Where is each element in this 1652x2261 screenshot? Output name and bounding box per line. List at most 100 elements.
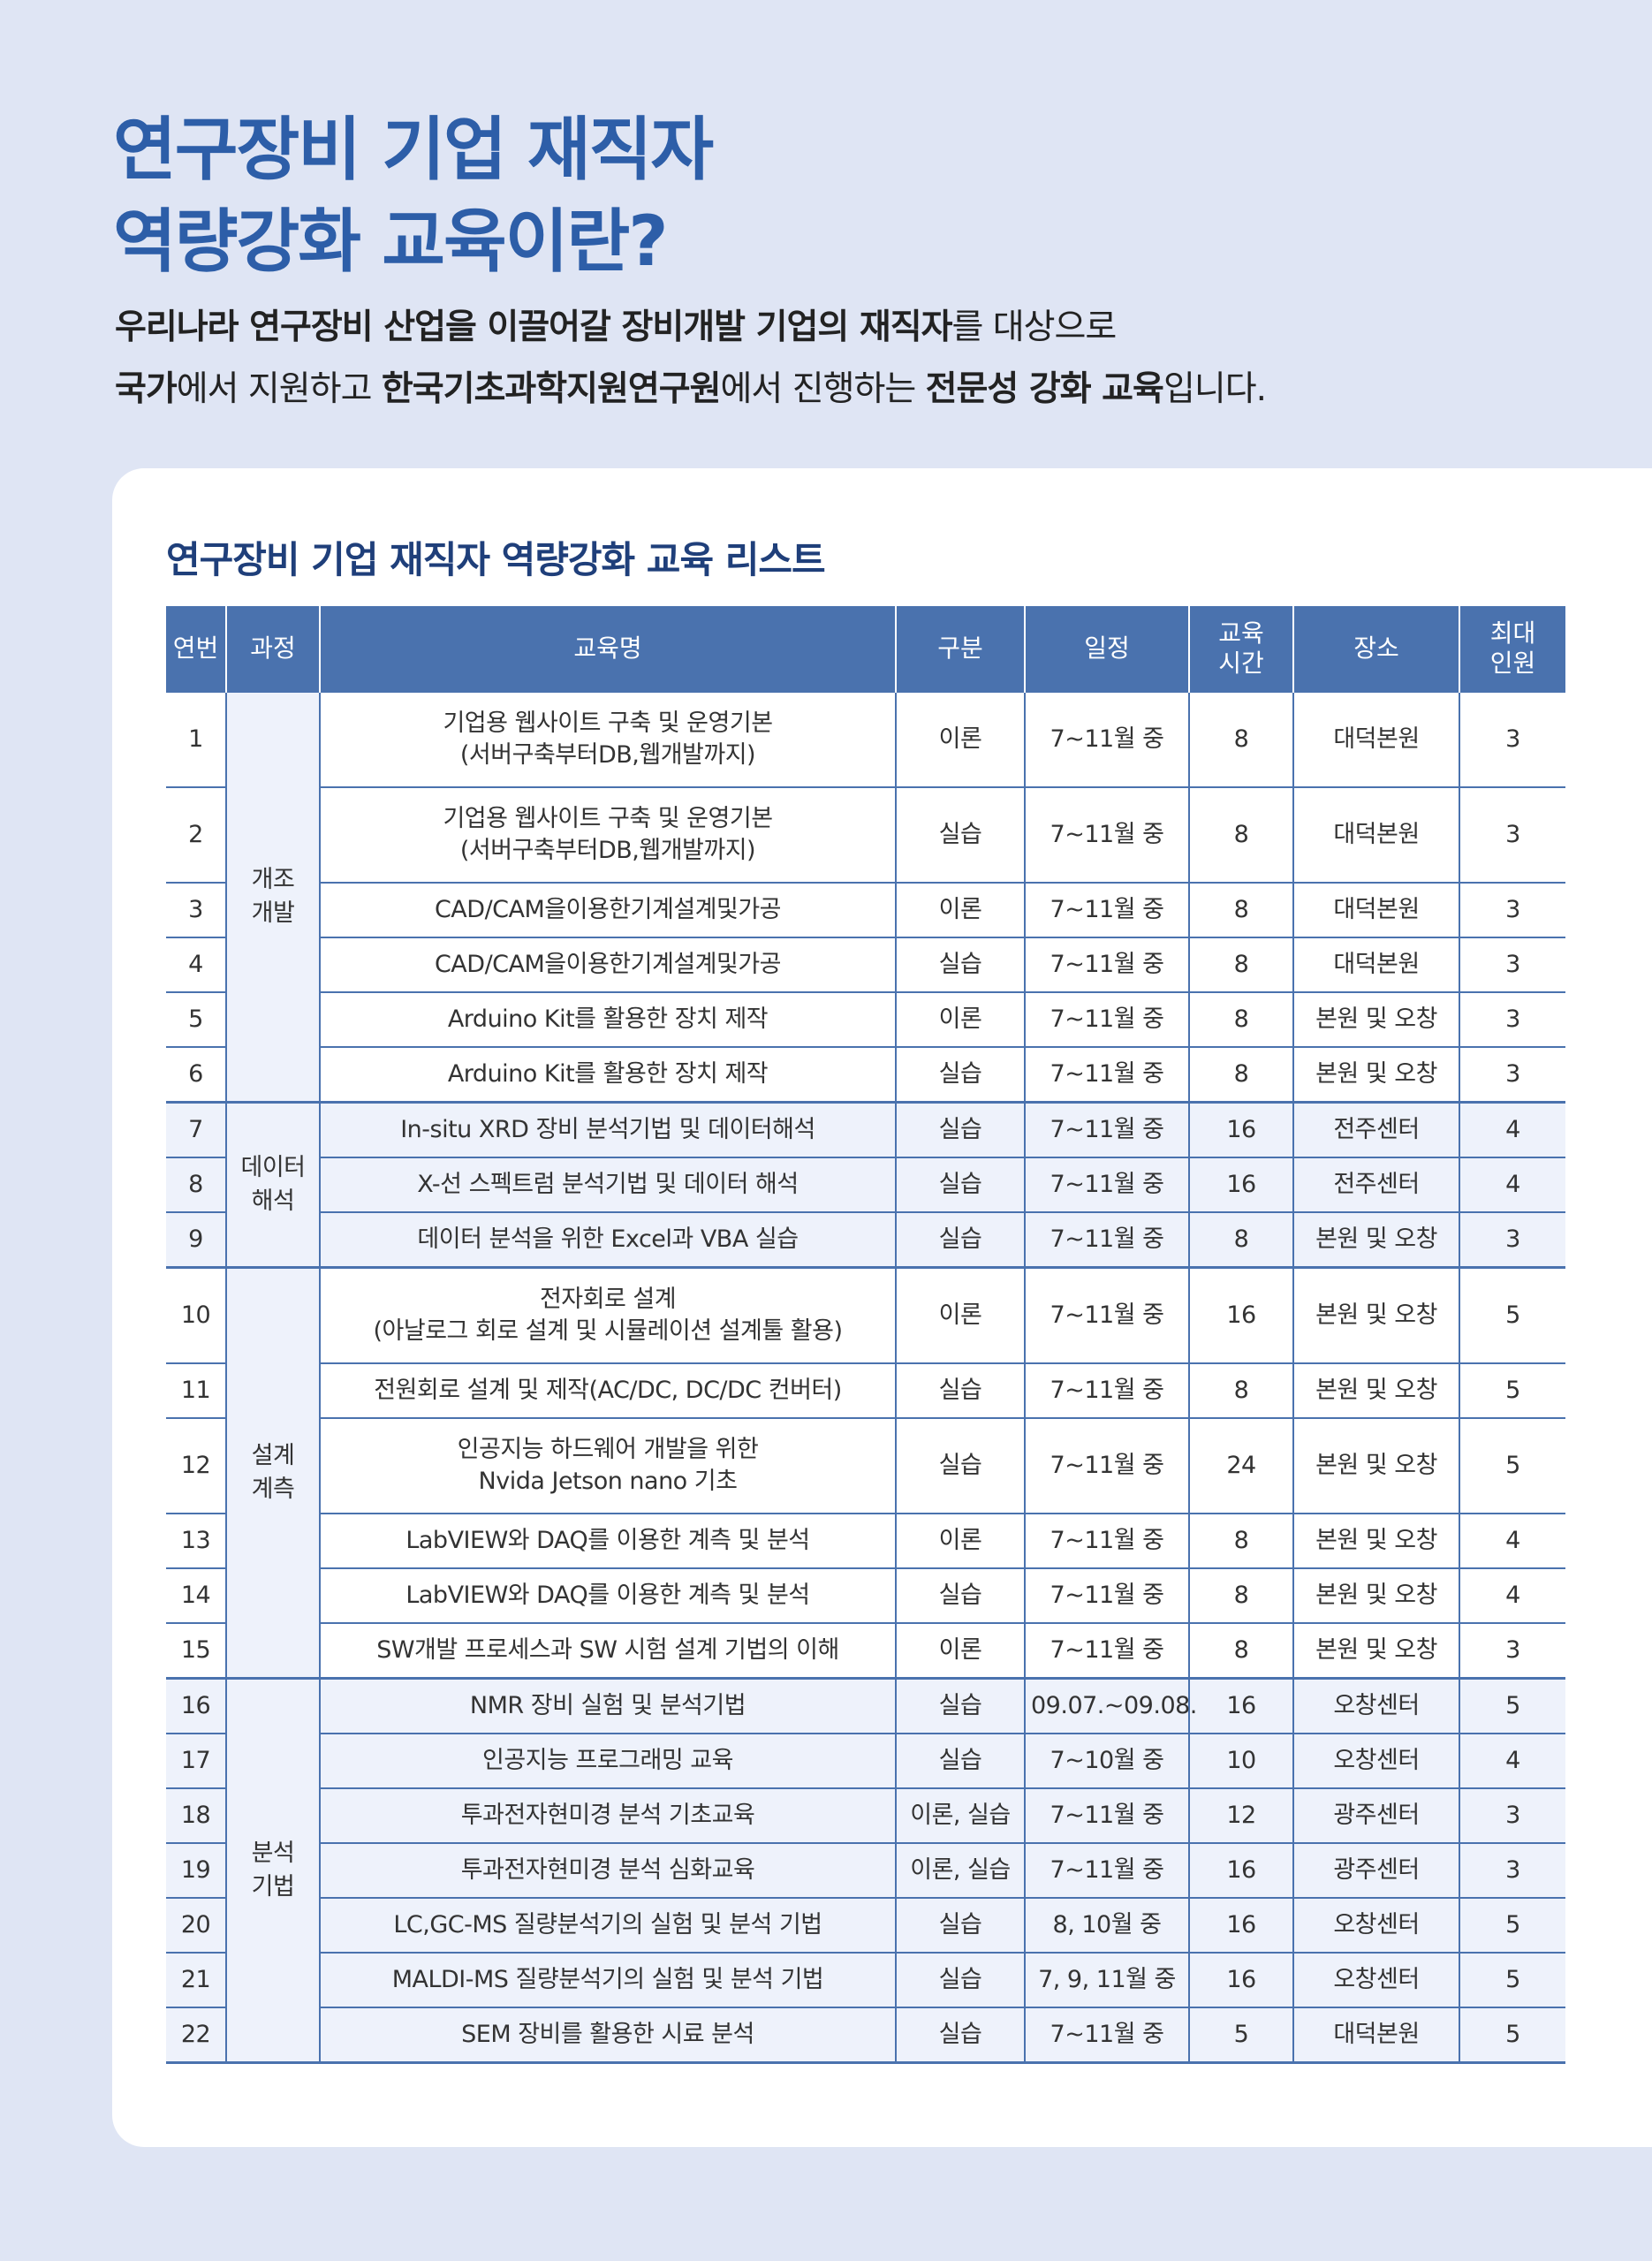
cell-type: 실습 bbox=[895, 1417, 1025, 1514]
cell-hours: 16 bbox=[1188, 1157, 1293, 1212]
cell-max: 5 bbox=[1459, 1897, 1565, 1953]
table-header-row: 연번 과정 교육명 구분 일정 교육 시간 장소 최대 인원 bbox=[166, 606, 1565, 692]
cell-type: 실습 bbox=[895, 1733, 1025, 1788]
cell-name: 투과전자현미경 분석 심화교육 bbox=[319, 1842, 896, 1898]
intro-text: 우리나라 연구장비 산업을 이끌어갈 장비개발 기업의 재직자를 대상으로 국가… bbox=[115, 297, 1267, 421]
cell-place: 전주센터 bbox=[1292, 1157, 1459, 1212]
header-max: 최대 인원 bbox=[1459, 606, 1565, 692]
cell-type: 실습 bbox=[895, 2007, 1025, 2063]
cell-place: 오창센터 bbox=[1292, 1677, 1459, 1734]
cell-max: 5 bbox=[1459, 1952, 1565, 2007]
cell-name: 전자회로 설계 (아날로그 회로 설계 및 시뮬레이션 설계툴 활용) bbox=[319, 1266, 896, 1363]
cell-place: 대덕본원 bbox=[1292, 882, 1459, 937]
cell-type: 이론, 실습 bbox=[895, 1842, 1025, 1898]
course-group-line2: 개발 bbox=[251, 899, 295, 927]
cell-schedule: 7~11월 중 bbox=[1024, 2007, 1189, 2063]
cell-place: 본원 및 오창 bbox=[1292, 1567, 1459, 1623]
cell-name: In-situ XRD 장비 분석기법 및 데이터해석 bbox=[319, 1101, 896, 1157]
course-group-line1: 분석 bbox=[251, 1840, 295, 1867]
cell-no: 17 bbox=[166, 1733, 226, 1788]
cell-no: 18 bbox=[166, 1787, 226, 1843]
page-title-line1: 연구장비 기업 재직자 bbox=[113, 110, 714, 190]
cell-place: 본원 및 오창 bbox=[1292, 1417, 1459, 1514]
cell-no: 7 bbox=[166, 1101, 226, 1157]
intro-line2: 국가에서 지원하고 한국기초과학지원연구원에서 진행하는 전문성 강화 교육입니… bbox=[115, 359, 1267, 421]
intro-text-span: 입니다. bbox=[1163, 369, 1267, 409]
cell-hours: 8 bbox=[1188, 1362, 1293, 1418]
cell-schedule: 7, 9, 11월 중 bbox=[1024, 1952, 1189, 2007]
header-schedule: 일정 bbox=[1024, 606, 1189, 692]
cell-schedule: 7~11월 중 bbox=[1024, 1101, 1189, 1157]
cell-max: 5 bbox=[1459, 1266, 1565, 1363]
cell-no: 14 bbox=[166, 1567, 226, 1623]
cell-hours: 24 bbox=[1188, 1417, 1293, 1514]
header-no: 연번 bbox=[166, 606, 226, 692]
cell-course-group: 개조 개발 bbox=[225, 691, 320, 1103]
cell-schedule: 7~11월 중 bbox=[1024, 1211, 1189, 1268]
table-row: 6 Arduino Kit를 활용한 장치 제작 실습 7~11월 중 8 본원… bbox=[166, 1046, 1565, 1103]
cell-schedule: 7~11월 중 bbox=[1024, 1362, 1189, 1418]
page-title-line2: 역량강화 교육이란? bbox=[113, 202, 668, 282]
cell-hours: 16 bbox=[1188, 1952, 1293, 2007]
cell-hours: 16 bbox=[1188, 1266, 1293, 1363]
course-group-line1: 데이터 bbox=[240, 1154, 306, 1181]
cell-type: 실습 bbox=[895, 1952, 1025, 2007]
cell-hours: 10 bbox=[1188, 1733, 1293, 1788]
cell-max: 4 bbox=[1459, 1513, 1565, 1568]
intro-text-span: 에서 진행하는 bbox=[720, 369, 926, 409]
page-title: 연구장비 기업 재직자 역량강화 교육이란? bbox=[113, 104, 714, 288]
header-max-line1: 최대 bbox=[1489, 618, 1536, 648]
table-row: 21 MALDI-MS 질량분석기의 실험 및 분석 기법 실습 7, 9, 1… bbox=[166, 1952, 1565, 2007]
intro-bold: 전문성 강화 교육 bbox=[925, 369, 1164, 409]
cell-schedule: 7~11월 중 bbox=[1024, 1842, 1189, 1898]
cell-type: 실습 bbox=[895, 1101, 1025, 1157]
cell-type: 실습 bbox=[895, 937, 1025, 992]
cell-no: 19 bbox=[166, 1842, 226, 1898]
cell-type: 이론 bbox=[895, 882, 1025, 937]
cell-hours: 8 bbox=[1188, 1046, 1293, 1103]
table-row: 13 LabVIEW와 DAQ를 이용한 계측 및 분석 이론 7~11월 중 … bbox=[166, 1513, 1565, 1568]
cell-hours: 16 bbox=[1188, 1101, 1293, 1157]
cell-name: LabVIEW와 DAQ를 이용한 계측 및 분석 bbox=[319, 1513, 896, 1568]
cell-place: 대덕본원 bbox=[1292, 2007, 1459, 2063]
cell-schedule: 7~10월 중 bbox=[1024, 1733, 1189, 1788]
header-name: 교육명 bbox=[319, 606, 896, 692]
cell-max: 4 bbox=[1459, 1157, 1565, 1212]
cell-max: 3 bbox=[1459, 882, 1565, 937]
cell-type: 실습 bbox=[895, 1897, 1025, 1953]
cell-schedule: 7~11월 중 bbox=[1024, 991, 1189, 1047]
cell-type: 실습 bbox=[895, 1677, 1025, 1734]
cell-hours: 8 bbox=[1188, 691, 1293, 787]
cell-name-line1: 기업용 웹사이트 구축 및 운영기본 bbox=[443, 805, 773, 832]
course-group-line2: 계측 bbox=[251, 1476, 295, 1503]
cell-no: 4 bbox=[166, 937, 226, 992]
cell-type: 이론 bbox=[895, 991, 1025, 1047]
cell-hours: 8 bbox=[1188, 1567, 1293, 1623]
cell-place: 본원 및 오창 bbox=[1292, 1211, 1459, 1268]
cell-max: 3 bbox=[1459, 1622, 1565, 1679]
cell-name-line1: 인공지능 하드웨어 개발을 위한 bbox=[457, 1436, 759, 1463]
cell-name: LC,GC-MS 질량분석기의 실험 및 분석 기법 bbox=[319, 1897, 896, 1953]
cell-schedule: 7~11월 중 bbox=[1024, 691, 1189, 787]
course-group-line1: 설계 bbox=[251, 1442, 295, 1469]
cell-hours: 8 bbox=[1188, 1211, 1293, 1268]
cell-no: 16 bbox=[166, 1677, 226, 1734]
intro-text-span: 를 대상으로 bbox=[951, 307, 1117, 347]
header-place: 장소 bbox=[1292, 606, 1459, 692]
cell-schedule: 7~11월 중 bbox=[1024, 1266, 1189, 1363]
cell-no: 22 bbox=[166, 2007, 226, 2063]
cell-no: 20 bbox=[166, 1897, 226, 1953]
table-row: 3 CAD/CAM을이용한기계설계및가공 이론 7~11월 중 8 대덕본원 3 bbox=[166, 882, 1565, 937]
cell-place: 본원 및 오창 bbox=[1292, 1622, 1459, 1679]
table-row: 17 인공지능 프로그래밍 교육 실습 7~10월 중 10 오창센터 4 bbox=[166, 1733, 1565, 1788]
cell-schedule: 7~11월 중 bbox=[1024, 882, 1189, 937]
cell-type: 실습 bbox=[895, 1157, 1025, 1212]
cell-name-line1: 전자회로 설계 bbox=[539, 1286, 677, 1313]
table-row: 2 기업용 웹사이트 구축 및 운영기본 (서버구축부터DB,웹개발까지) 실습 … bbox=[166, 786, 1565, 883]
list-title: 연구장비 기업 재직자 역량강화 교육 리스트 bbox=[166, 538, 826, 581]
cell-place: 본원 및 오창 bbox=[1292, 991, 1459, 1047]
cell-no: 5 bbox=[166, 991, 226, 1047]
cell-name: MALDI-MS 질량분석기의 실험 및 분석 기법 bbox=[319, 1952, 896, 2007]
cell-type: 실습 bbox=[895, 1567, 1025, 1623]
